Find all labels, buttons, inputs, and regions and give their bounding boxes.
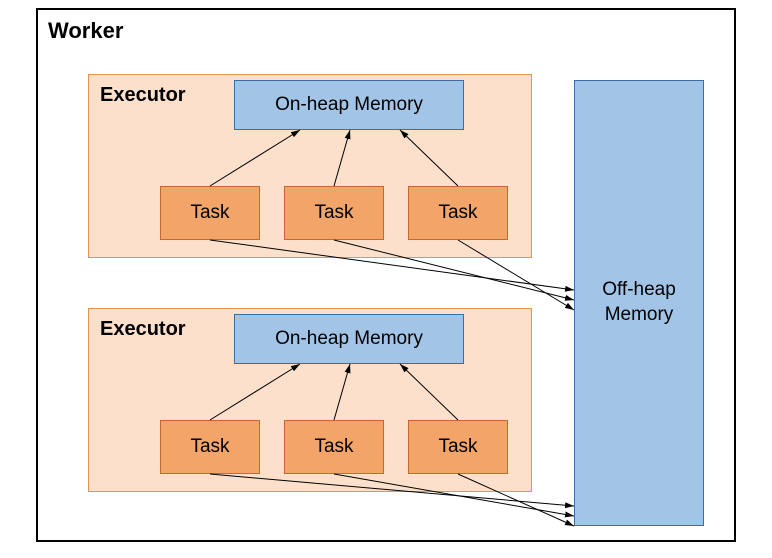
task-label: Task (438, 202, 477, 224)
task-box-1c: Task (408, 186, 508, 240)
onheap-box-2: On-heap Memory (234, 314, 464, 364)
task-label: Task (190, 202, 229, 224)
executor-label-2: Executor (100, 318, 186, 341)
task-label: Task (314, 436, 353, 458)
onheap-label-1: On-heap Memory (275, 94, 423, 116)
task-label: Task (190, 436, 229, 458)
task-box-2c: Task (408, 420, 508, 474)
diagram-canvas: Worker Executor On-heap Memory Task Task… (0, 0, 772, 558)
onheap-box-1: On-heap Memory (234, 80, 464, 130)
task-box-1a: Task (160, 186, 260, 240)
offheap-label: Off-heap Memory (602, 278, 676, 327)
task-box-2a: Task (160, 420, 260, 474)
offheap-box: Off-heap Memory (574, 80, 704, 526)
task-label: Task (314, 202, 353, 224)
task-box-2b: Task (284, 420, 384, 474)
worker-label: Worker (48, 18, 123, 44)
task-box-1b: Task (284, 186, 384, 240)
task-label: Task (438, 436, 477, 458)
executor-label-1: Executor (100, 84, 186, 107)
onheap-label-2: On-heap Memory (275, 328, 423, 350)
